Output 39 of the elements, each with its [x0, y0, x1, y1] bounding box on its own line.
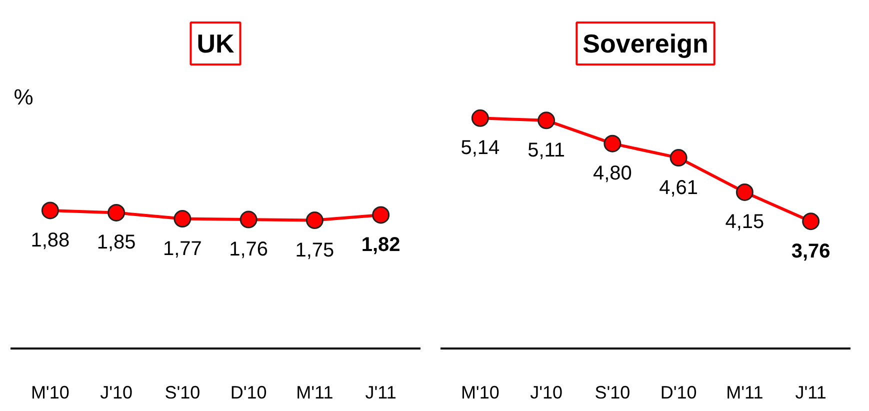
chart-title: UK: [196, 28, 234, 58]
data-label: 4,80: [592, 162, 632, 185]
point: [670, 149, 688, 167]
point: [471, 109, 489, 127]
x-tick-label: S'10: [164, 382, 200, 402]
x-tick-label: J'10: [530, 382, 563, 402]
x-tick-label: J'11: [365, 382, 396, 402]
point: [41, 202, 59, 220]
data-label: 1,77: [162, 238, 202, 260]
data-label: 1,85: [96, 232, 136, 254]
point: [802, 212, 820, 230]
point: [306, 212, 324, 230]
data-label: 1,88: [30, 229, 70, 252]
point: [174, 210, 192, 228]
point: [538, 112, 556, 130]
x-tick-label: D'10: [230, 382, 267, 402]
data-label: 3,76: [791, 240, 830, 262]
y-axis-title: %: [14, 84, 34, 110]
point: [108, 204, 126, 222]
data-label: 1,75: [295, 239, 334, 262]
data-label: 5,11: [528, 139, 566, 162]
x-tick-label: J'11: [795, 382, 826, 402]
data-label: 4,15: [725, 211, 764, 234]
x-tick-label: M'11: [726, 382, 764, 402]
chart-title: Sovereign: [582, 28, 708, 58]
data-label: 5,14: [460, 137, 500, 160]
point: [240, 210, 258, 228]
x-tick-label: J'10: [100, 382, 133, 402]
x-tick-label: D'10: [660, 382, 697, 402]
point: [372, 206, 390, 224]
data-label: 1,82: [361, 234, 400, 256]
x-tick-label: S'10: [594, 382, 630, 402]
point: [736, 183, 754, 201]
x-tick-label: M'10: [30, 382, 70, 402]
x-tick-label: M'11: [296, 382, 334, 402]
data-label: 1,76: [229, 238, 268, 261]
data-label: 4,61: [659, 176, 698, 199]
point: [604, 134, 622, 152]
x-tick-label: M'10: [460, 382, 500, 402]
